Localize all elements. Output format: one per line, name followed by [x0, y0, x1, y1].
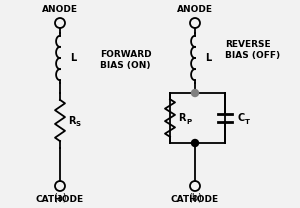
Text: CATHODE: CATHODE: [36, 195, 84, 204]
Circle shape: [191, 89, 199, 97]
Text: L: L: [70, 53, 76, 63]
Text: FORWARD
BIAS (ON): FORWARD BIAS (ON): [100, 50, 152, 70]
Circle shape: [191, 140, 199, 146]
Text: (a): (a): [53, 192, 67, 202]
Text: T: T: [245, 119, 250, 125]
Text: P: P: [186, 119, 191, 125]
Text: S: S: [76, 121, 81, 128]
Text: R: R: [178, 113, 185, 123]
Text: ANODE: ANODE: [42, 5, 78, 14]
Text: L: L: [205, 53, 211, 63]
Text: R: R: [68, 115, 76, 125]
Text: CATHODE: CATHODE: [171, 195, 219, 204]
Text: C: C: [237, 113, 244, 123]
Text: ANODE: ANODE: [177, 5, 213, 14]
Text: (b): (b): [188, 192, 202, 202]
Text: REVERSE
BIAS (OFF): REVERSE BIAS (OFF): [225, 40, 280, 60]
